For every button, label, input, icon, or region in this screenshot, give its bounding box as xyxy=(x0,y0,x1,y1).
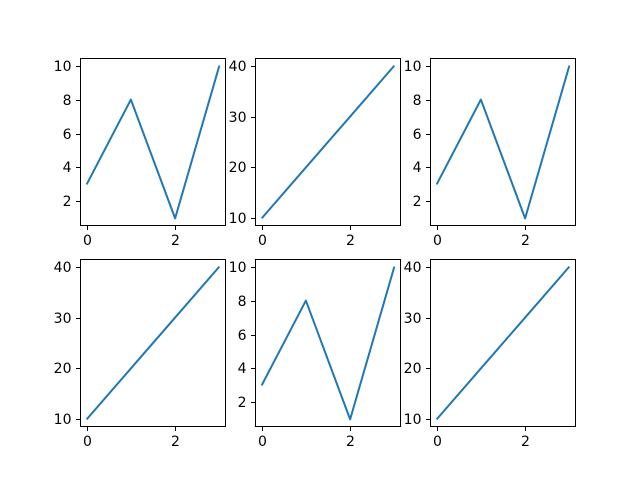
y-tick-label: 6 xyxy=(63,127,72,143)
x-tick-label: 0 xyxy=(433,233,442,249)
axes-spines xyxy=(80,58,226,226)
y-tick-label: 10 xyxy=(404,59,422,75)
y-tick-label: 20 xyxy=(229,160,247,176)
y-tick-label: 40 xyxy=(54,260,72,276)
plot-svg: 0 2 10 20 30 40 xyxy=(404,259,576,450)
plot-svg: 0 2 2 4 6 8 10 xyxy=(404,58,576,249)
data-line xyxy=(260,266,396,421)
y-tick-label: 10 xyxy=(54,412,72,428)
y-tick-label: 6 xyxy=(413,127,422,143)
x-tick-label: 2 xyxy=(171,233,180,249)
axes-spines xyxy=(80,259,226,427)
axes-spines xyxy=(255,58,401,226)
subplot-r0c0: 0 2 2 4 6 8 10 xyxy=(54,58,226,249)
x-tick-label: 2 xyxy=(346,233,355,249)
data-line xyxy=(85,265,221,421)
y-tick-label: 30 xyxy=(404,311,422,327)
plot-svg: 0 2 2 4 6 8 10 xyxy=(229,259,401,450)
x-tick-label: 0 xyxy=(83,434,92,450)
x-tick-label: 0 xyxy=(433,434,442,450)
x-tick-label: 2 xyxy=(346,434,355,450)
data-line xyxy=(435,265,571,421)
y-tick-label: 6 xyxy=(238,328,247,344)
plot-svg: 0 2 2 4 6 8 10 xyxy=(54,58,226,249)
y-tick-label: 10 xyxy=(54,59,72,75)
y-tick-label: 10 xyxy=(404,412,422,428)
axes-spines xyxy=(255,259,401,427)
y-tick-label: 4 xyxy=(238,361,247,377)
plot-svg: 0 2 10 20 30 40 xyxy=(229,58,401,249)
data-line xyxy=(85,65,221,220)
y-tick-label: 20 xyxy=(404,361,422,377)
x-tick-label: 0 xyxy=(258,434,267,450)
y-tick-label: 30 xyxy=(54,311,72,327)
x-tick-label: 2 xyxy=(521,233,530,249)
y-tick-label: 2 xyxy=(238,395,247,411)
y-tick-label: 10 xyxy=(229,211,247,227)
y-tick-label: 40 xyxy=(229,59,247,75)
subplot-r0c2: 0 2 2 4 6 8 10 xyxy=(404,58,576,249)
subplot-r1c1: 0 2 2 4 6 8 10 xyxy=(229,259,401,450)
axes-spines xyxy=(430,259,576,427)
y-tick-label: 2 xyxy=(63,194,72,210)
y-tick-label: 8 xyxy=(238,294,247,310)
x-tick-label: 2 xyxy=(171,434,180,450)
y-tick-label: 10 xyxy=(229,260,247,276)
x-tick-label: 2 xyxy=(521,434,530,450)
plot-svg: 0 2 10 20 30 40 xyxy=(54,259,226,450)
y-tick-label: 2 xyxy=(413,194,422,210)
subplot-r0c1: 0 2 10 20 30 40 xyxy=(229,58,401,249)
subplot-r1c0: 0 2 10 20 30 40 xyxy=(54,259,226,450)
y-tick-label: 8 xyxy=(413,93,422,109)
y-tick-label: 8 xyxy=(63,93,72,109)
x-tick-label: 0 xyxy=(83,233,92,249)
data-line xyxy=(435,65,571,220)
data-line xyxy=(260,64,396,220)
axes-spines xyxy=(430,58,576,226)
y-tick-label: 40 xyxy=(404,260,422,276)
y-tick-label: 4 xyxy=(63,160,72,176)
y-tick-label: 4 xyxy=(413,160,422,176)
y-tick-label: 20 xyxy=(54,361,72,377)
x-tick-label: 0 xyxy=(258,233,267,249)
y-tick-label: 30 xyxy=(229,110,247,126)
subplot-r1c2: 0 2 10 20 30 40 xyxy=(404,259,576,450)
